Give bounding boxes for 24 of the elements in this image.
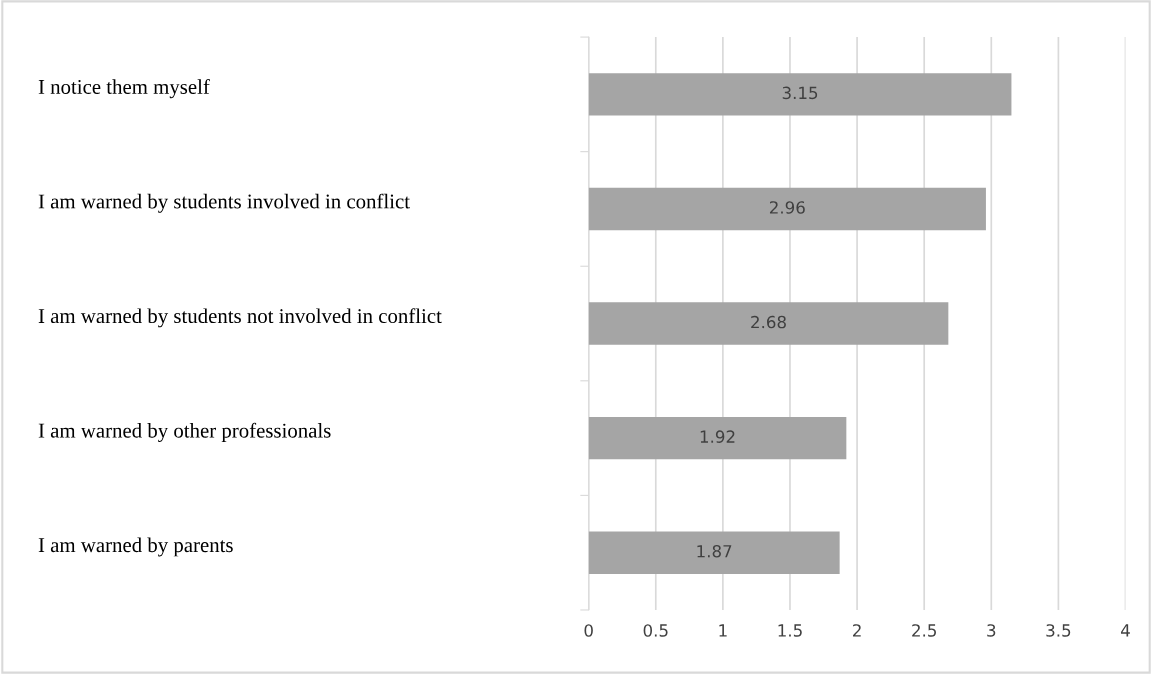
y-tick-label: I am warned by other professionals xyxy=(38,422,331,442)
bar xyxy=(588,73,1012,116)
y-tick-label: I am warned by parents xyxy=(38,537,233,557)
data-label: 1.87 xyxy=(697,544,732,558)
y-tick-label: I am warned by students not involved in conflict xyxy=(38,308,442,328)
y-tick-label: I notice them myself xyxy=(38,79,210,99)
x-tick-label: 2.5 xyxy=(912,624,936,637)
x-tick-label: 0.5 xyxy=(643,624,668,637)
x-tick-label: 1 xyxy=(719,624,727,637)
bar xyxy=(588,531,840,574)
data-label: 2.96 xyxy=(769,201,805,214)
x-tick-label: 2 xyxy=(853,624,861,637)
data-label: 3.15 xyxy=(782,86,818,100)
bar xyxy=(588,416,847,460)
bar xyxy=(588,302,949,345)
bar xyxy=(588,187,986,231)
x-tick-label: 1.5 xyxy=(778,624,802,637)
x-tick-label: 0 xyxy=(584,624,593,637)
x-tick-label: 3 xyxy=(987,624,996,637)
x-tick-label: 3.5 xyxy=(1046,624,1071,637)
x-tick-label: 4 xyxy=(1121,624,1130,637)
y-tick-label: I am warned by students involved in conflict xyxy=(38,193,410,213)
data-label: 1.92 xyxy=(700,430,735,443)
data-label: 2.68 xyxy=(751,315,786,329)
